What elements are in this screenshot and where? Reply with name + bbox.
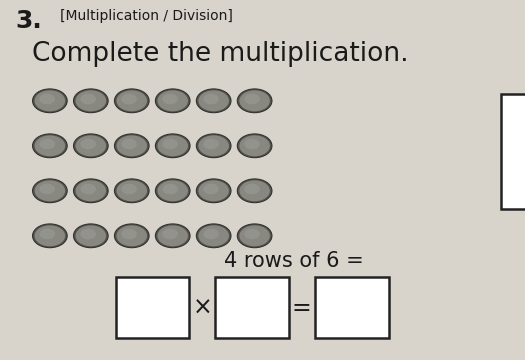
FancyBboxPatch shape [501, 94, 525, 209]
Circle shape [198, 225, 229, 246]
Circle shape [239, 180, 270, 201]
Circle shape [237, 224, 272, 248]
Circle shape [114, 224, 149, 248]
Circle shape [121, 229, 137, 239]
Circle shape [117, 135, 147, 156]
Text: [Multiplication / Division]: [Multiplication / Division] [60, 9, 233, 23]
Circle shape [155, 89, 190, 113]
Circle shape [203, 139, 219, 149]
Circle shape [244, 184, 260, 194]
Circle shape [158, 135, 188, 156]
Circle shape [33, 224, 67, 248]
Text: Complete the multiplication.: Complete the multiplication. [32, 41, 408, 67]
Circle shape [203, 94, 219, 104]
Circle shape [117, 180, 147, 201]
Circle shape [121, 139, 137, 149]
Circle shape [76, 90, 106, 111]
Circle shape [74, 89, 108, 113]
Circle shape [39, 94, 55, 104]
Circle shape [203, 184, 219, 194]
Circle shape [158, 225, 188, 246]
Text: 3.: 3. [16, 9, 43, 33]
Circle shape [74, 134, 108, 158]
FancyBboxPatch shape [215, 277, 289, 338]
Circle shape [117, 90, 147, 111]
Circle shape [74, 179, 108, 203]
Circle shape [114, 89, 149, 113]
Text: 4 rows of 6 =: 4 rows of 6 = [224, 251, 364, 271]
Circle shape [158, 90, 188, 111]
Circle shape [237, 89, 272, 113]
Text: ×: × [192, 296, 212, 320]
Circle shape [117, 225, 147, 246]
Circle shape [198, 90, 229, 111]
Circle shape [244, 94, 260, 104]
Circle shape [35, 225, 65, 246]
Circle shape [155, 179, 190, 203]
Circle shape [237, 179, 272, 203]
FancyBboxPatch shape [315, 277, 388, 338]
Circle shape [35, 180, 65, 201]
Circle shape [33, 89, 67, 113]
Circle shape [35, 90, 65, 111]
Circle shape [155, 134, 190, 158]
Circle shape [76, 135, 106, 156]
Circle shape [76, 225, 106, 246]
Circle shape [33, 179, 67, 203]
Circle shape [155, 224, 190, 248]
Circle shape [196, 89, 231, 113]
Circle shape [158, 180, 188, 201]
Circle shape [196, 224, 231, 248]
Circle shape [114, 179, 149, 203]
Circle shape [198, 135, 229, 156]
Circle shape [74, 224, 108, 248]
Circle shape [80, 94, 96, 104]
Circle shape [80, 184, 96, 194]
Circle shape [162, 229, 178, 239]
Circle shape [121, 94, 137, 104]
Circle shape [39, 229, 55, 239]
Circle shape [80, 229, 96, 239]
Circle shape [33, 134, 67, 158]
Circle shape [121, 184, 137, 194]
Circle shape [239, 90, 270, 111]
Circle shape [244, 229, 260, 239]
Circle shape [239, 135, 270, 156]
Circle shape [196, 179, 231, 203]
Circle shape [35, 135, 65, 156]
Circle shape [39, 139, 55, 149]
Circle shape [162, 139, 178, 149]
FancyBboxPatch shape [116, 277, 189, 338]
Circle shape [237, 134, 272, 158]
Circle shape [239, 225, 270, 246]
Circle shape [39, 184, 55, 194]
Circle shape [114, 134, 149, 158]
Circle shape [80, 139, 96, 149]
Text: =: = [292, 296, 312, 320]
Circle shape [203, 229, 219, 239]
Circle shape [76, 180, 106, 201]
Circle shape [196, 134, 231, 158]
Circle shape [198, 180, 229, 201]
Circle shape [162, 184, 178, 194]
Circle shape [162, 94, 178, 104]
Circle shape [244, 139, 260, 149]
